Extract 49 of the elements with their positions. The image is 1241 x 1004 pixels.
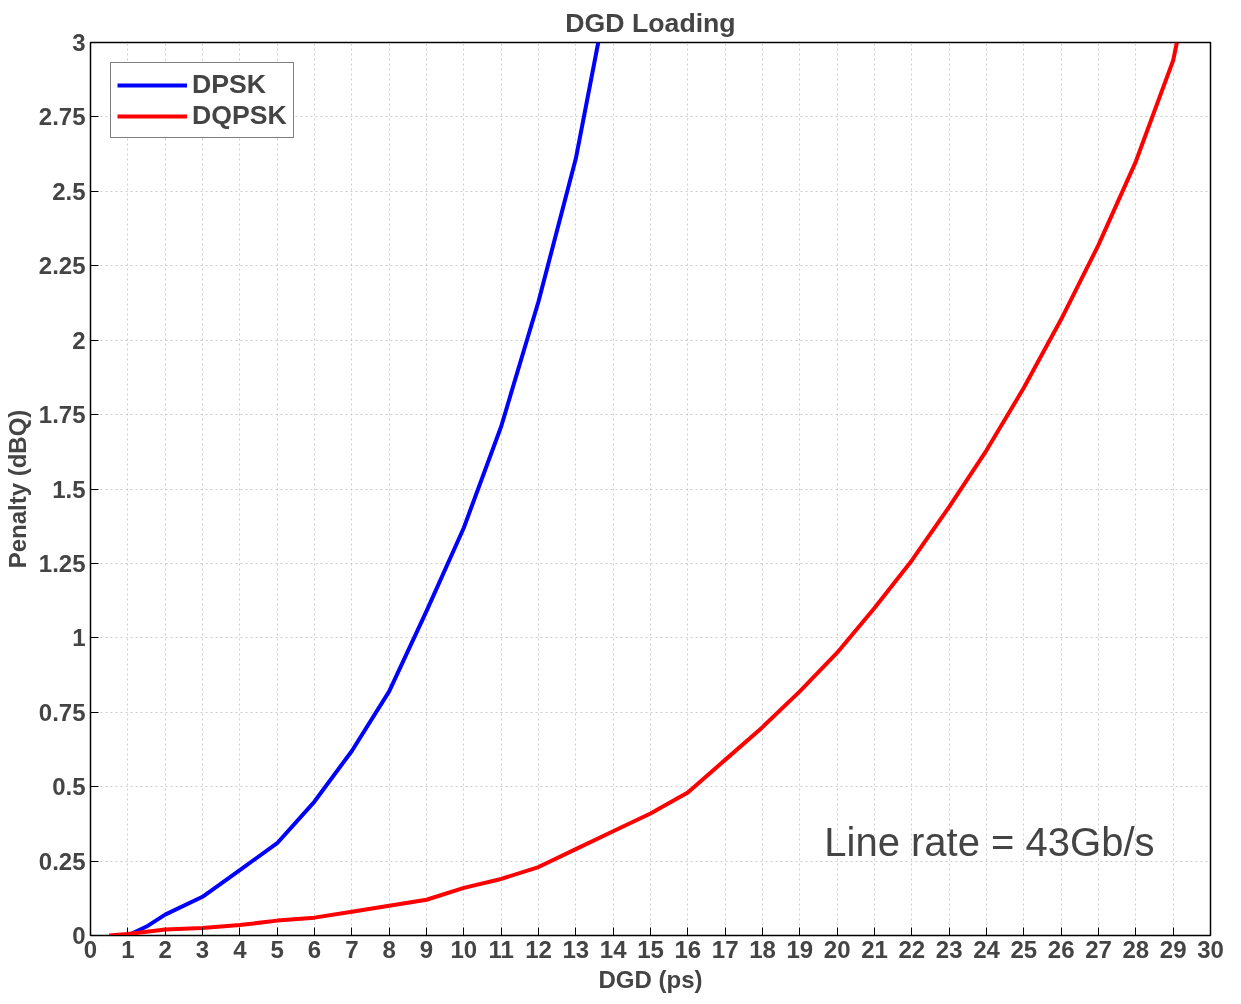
x-tick-label: 25 [1010, 935, 1038, 963]
x-tick-label: 1 [121, 935, 135, 963]
x-tick-label: 14 [599, 935, 628, 963]
annotation: Line rate = 43Gb/s [824, 820, 1155, 865]
legend-label: DPSK [192, 69, 267, 100]
x-tick-label: 28 [1122, 935, 1150, 963]
x-tick-label: 11 [488, 935, 514, 963]
x-tick-label: 17 [711, 935, 739, 963]
y-tick-label: 1.5 [52, 475, 86, 503]
x-tick-label: 26 [1047, 935, 1075, 963]
x-tick-label: 16 [674, 935, 702, 963]
x-tick-label: 22 [898, 935, 926, 963]
line-series [107, 42, 1179, 936]
x-tick-label: 29 [1159, 935, 1187, 963]
x-tick-label: 13 [562, 935, 590, 963]
x-tick-label: 27 [1085, 935, 1112, 963]
y-tick-label: 1.25 [38, 549, 86, 577]
x-tick-label: 23 [935, 935, 963, 963]
y-tick-label: 0.25 [38, 847, 86, 875]
y-tick-label: 0.5 [52, 773, 86, 801]
x-tick-label: 5 [270, 935, 284, 963]
y-tick-label: 2.5 [52, 177, 86, 205]
y-tick-label: 3 [72, 29, 86, 56]
y-tick-label: 0.75 [38, 698, 86, 726]
x-tick-label: 15 [637, 935, 664, 963]
x-tick-label: 10 [450, 935, 478, 963]
x-tick-label: 18 [749, 935, 776, 963]
x-tick-label: 12 [525, 935, 552, 963]
y-tick-label: 2.25 [38, 252, 86, 280]
y-tick-label: 2 [72, 326, 86, 354]
x-tick-label: 30 [1197, 935, 1224, 963]
x-tick-label: 3 [195, 935, 210, 963]
x-axis-title: DGD (ps) [598, 965, 703, 993]
x-tick-label: 8 [382, 935, 396, 963]
x-tick-label: 19 [786, 935, 814, 963]
x-tick-label: 21 [861, 935, 888, 963]
y-tick-label: 1.75 [38, 401, 86, 429]
x-tick-label: 9 [419, 935, 434, 963]
x-tick-label: 6 [307, 935, 322, 963]
x-tick-label: 20 [823, 935, 851, 963]
x-tick-label: 24 [973, 935, 1001, 963]
y-axis-title: Penalty (dBQ) [3, 409, 31, 569]
x-tick-label: 4 [233, 935, 248, 963]
y-tick-label: 1 [72, 624, 86, 652]
legend-label: DQPSK [192, 100, 287, 131]
chart-title: DGD Loading [565, 7, 736, 38]
x-tick-label: 2 [158, 935, 172, 963]
x-tick-label: 7 [345, 935, 359, 963]
y-tick-label: 2.75 [38, 103, 86, 131]
